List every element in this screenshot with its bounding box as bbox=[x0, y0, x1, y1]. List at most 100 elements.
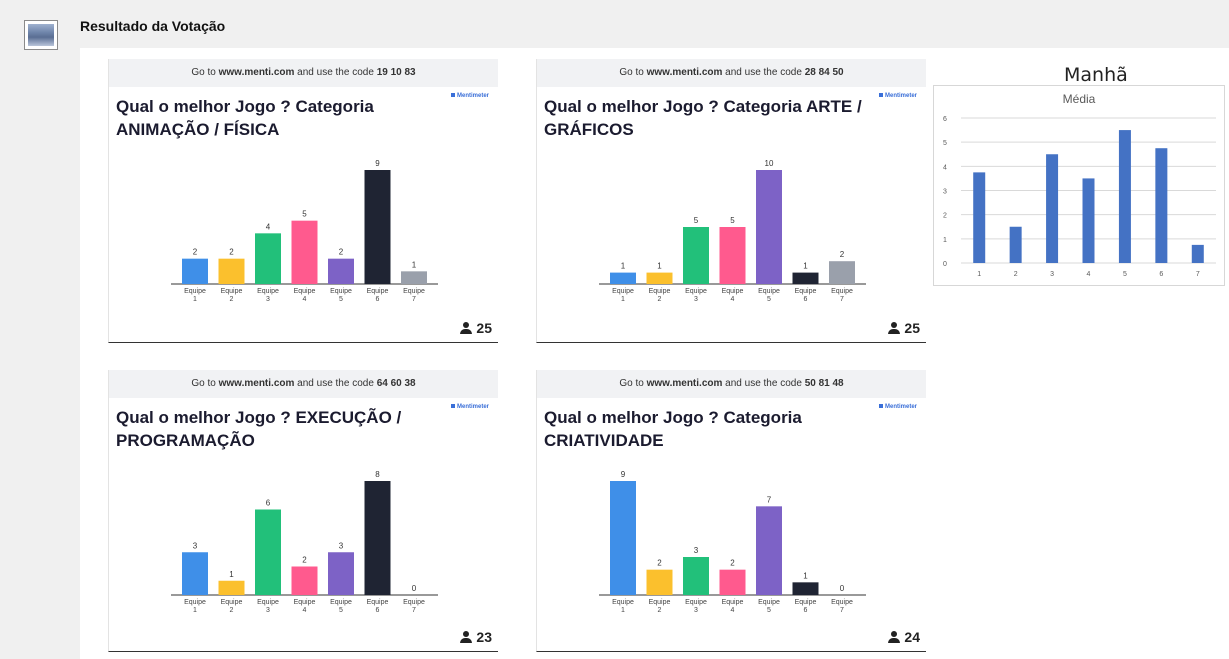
x-tick-label: 3 bbox=[1050, 271, 1054, 278]
slide-title: Qual o melhor Jogo ? Categoria ANIMAÇÃO … bbox=[116, 97, 374, 139]
bar-chart: 3Equipe11Equipe26Equipe32Equipe43Equipe5… bbox=[171, 470, 438, 614]
user-icon bbox=[460, 322, 473, 334]
category-label: Equipe bbox=[722, 288, 744, 295]
category-label: Equipe bbox=[722, 599, 744, 606]
x-tick-label: 6 bbox=[1159, 271, 1163, 278]
value-label: 9 bbox=[621, 470, 626, 479]
value-label: 5 bbox=[694, 216, 699, 225]
category-label: Equipe bbox=[795, 288, 817, 295]
bar bbox=[218, 580, 245, 595]
bar bbox=[182, 258, 208, 284]
category-label: 7 bbox=[412, 296, 416, 303]
category-label: Equipe bbox=[330, 288, 352, 295]
value-label: 1 bbox=[657, 262, 662, 271]
value-label: 8 bbox=[375, 470, 380, 479]
x-tick-label: 5 bbox=[1123, 271, 1127, 278]
category-label: 3 bbox=[266, 296, 270, 303]
bar bbox=[364, 170, 391, 284]
value-label: 0 bbox=[840, 584, 845, 593]
access-code: 50 81 48 bbox=[804, 378, 844, 389]
value-label: 2 bbox=[302, 556, 307, 565]
bar bbox=[646, 569, 673, 595]
category-label: Equipe bbox=[221, 599, 243, 606]
category-label: 1 bbox=[621, 296, 625, 303]
category-label: 4 bbox=[731, 607, 735, 614]
bar bbox=[1118, 130, 1131, 263]
category-label: 6 bbox=[804, 296, 808, 303]
category-label: 5 bbox=[339, 296, 343, 303]
bar bbox=[646, 272, 673, 284]
bar bbox=[1009, 226, 1022, 263]
site-link[interactable]: www.menti.com bbox=[218, 378, 295, 389]
category-label: Equipe bbox=[831, 288, 853, 295]
participants-count: 23 bbox=[460, 629, 492, 645]
category-label: Equipe bbox=[831, 599, 853, 606]
category-label: Equipe bbox=[612, 288, 634, 295]
value-label: 1 bbox=[803, 571, 808, 580]
category-label: Equipe bbox=[257, 288, 279, 295]
category-label: 7 bbox=[840, 607, 844, 614]
bar bbox=[756, 170, 782, 284]
category-label: 3 bbox=[694, 296, 698, 303]
category-label: Equipe bbox=[403, 288, 425, 295]
value-label: 1 bbox=[621, 262, 626, 271]
value-label: 2 bbox=[730, 559, 735, 568]
bar bbox=[218, 258, 245, 284]
bar bbox=[1046, 154, 1059, 263]
slide-header: Go to www.menti.com and use the code 64 … bbox=[109, 370, 498, 398]
user-icon bbox=[888, 322, 901, 334]
bar bbox=[291, 220, 318, 284]
value-label: 5 bbox=[730, 216, 735, 225]
bar bbox=[255, 233, 281, 284]
category-label: Equipe bbox=[403, 599, 425, 606]
value-label: 9 bbox=[375, 159, 380, 168]
access-code: 64 60 38 bbox=[376, 378, 416, 389]
bar bbox=[182, 552, 208, 595]
bar bbox=[291, 566, 318, 595]
category-label: Equipe bbox=[795, 599, 817, 606]
slide-execucao: Go to www.menti.com and use the code 64 … bbox=[108, 370, 498, 652]
mentimeter-logo: Mentimeter bbox=[451, 93, 489, 99]
slide-title: Qual o melhor Jogo ? EXECUÇÃO / PROGRAMA… bbox=[116, 408, 402, 450]
site-link[interactable]: www.menti.com bbox=[646, 378, 723, 389]
bar bbox=[973, 172, 986, 263]
category-label: 6 bbox=[376, 607, 380, 614]
access-code: 19 10 83 bbox=[376, 67, 416, 78]
value-label: 0 bbox=[412, 584, 417, 593]
value-label: 2 bbox=[339, 248, 344, 257]
slide-header: Go to www.menti.com and use the code 28 … bbox=[537, 59, 926, 87]
category-label: Equipe bbox=[649, 288, 671, 295]
value-label: 2 bbox=[840, 250, 845, 259]
participants-count: 24 bbox=[888, 629, 920, 645]
category-label: Equipe bbox=[294, 288, 316, 295]
site-link[interactable]: www.menti.com bbox=[218, 67, 295, 78]
category-label: Equipe bbox=[367, 599, 389, 606]
media-label: Manhã bbox=[1064, 64, 1128, 86]
category-label: Equipe bbox=[685, 599, 707, 606]
bar bbox=[610, 272, 636, 284]
y-tick-label: 2 bbox=[943, 213, 947, 220]
slide-header: Go to www.menti.com and use the code 19 … bbox=[109, 59, 498, 87]
value-label: 10 bbox=[765, 159, 774, 168]
access-code: 28 84 50 bbox=[804, 67, 844, 78]
media-bar-chart: 0 1 2 3 4 5 6 1 2 3 4 5 6 7 bbox=[943, 116, 1216, 278]
category-label: Equipe bbox=[612, 599, 634, 606]
category-label: 6 bbox=[804, 607, 808, 614]
bar bbox=[1155, 148, 1168, 263]
site-link[interactable]: www.menti.com bbox=[646, 67, 723, 78]
category-label: 3 bbox=[694, 607, 698, 614]
y-tick-label: 3 bbox=[943, 189, 947, 196]
category-label: 1 bbox=[193, 607, 197, 614]
value-label: 7 bbox=[767, 495, 772, 504]
value-label: 2 bbox=[193, 248, 198, 257]
user-avatar[interactable] bbox=[24, 20, 58, 50]
post-title: Resultado da Votação bbox=[80, 18, 226, 34]
y-tick-label: 4 bbox=[943, 164, 947, 171]
bar-chart: 9Equipe12Equipe23Equipe32Equipe47Equipe5… bbox=[599, 470, 866, 614]
category-label: Equipe bbox=[294, 599, 316, 606]
slide-header: Go to www.menti.com and use the code 50 … bbox=[537, 370, 926, 398]
bar bbox=[328, 552, 354, 595]
bar bbox=[683, 557, 709, 595]
bar bbox=[792, 272, 819, 284]
category-label: 2 bbox=[658, 607, 662, 614]
